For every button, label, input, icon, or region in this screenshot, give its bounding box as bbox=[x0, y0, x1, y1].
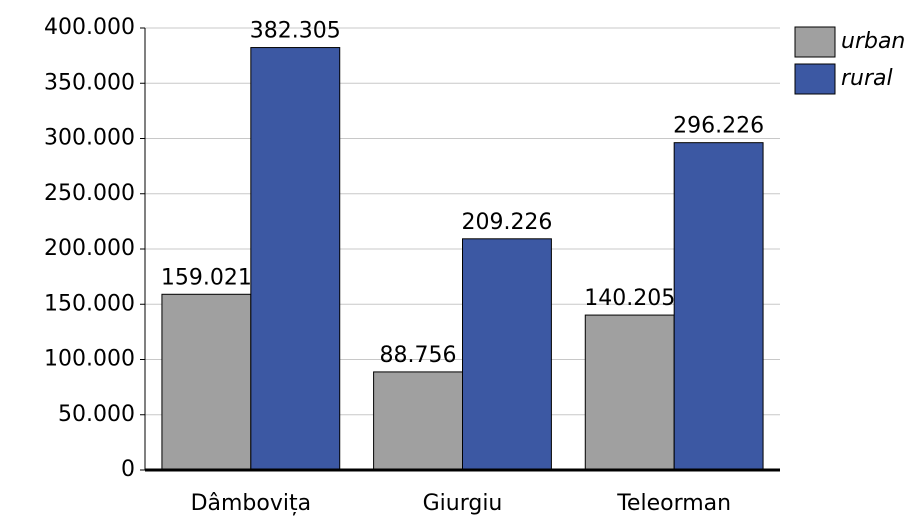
y-tick-label: 100.000 bbox=[44, 347, 135, 372]
value-label: 209.226 bbox=[461, 210, 552, 235]
value-label: 159.021 bbox=[161, 265, 252, 290]
bar bbox=[673, 142, 764, 471]
legend-text: urban bbox=[841, 29, 905, 54]
legend-swatch bbox=[794, 26, 836, 58]
value-label: 140.205 bbox=[584, 286, 675, 311]
bar bbox=[250, 47, 341, 471]
bar bbox=[161, 293, 252, 471]
y-tick-label: 150.000 bbox=[44, 291, 135, 316]
x-tick-label: Dâmbovița bbox=[191, 491, 312, 516]
y-tick-label: 200.000 bbox=[44, 236, 135, 261]
y-tick-label: 250.000 bbox=[44, 181, 135, 206]
legend-swatch bbox=[794, 63, 836, 95]
value-label: 296.226 bbox=[673, 114, 764, 139]
bar bbox=[584, 314, 675, 471]
y-tick-label: 300.000 bbox=[44, 126, 135, 151]
legend-text: rural bbox=[841, 66, 893, 91]
y-tick-label: 350.000 bbox=[44, 70, 135, 95]
bar bbox=[462, 238, 552, 471]
value-label: 382.305 bbox=[250, 19, 341, 44]
x-tick-label: Giurgiu bbox=[423, 491, 503, 516]
value-label: 88.756 bbox=[380, 343, 457, 368]
x-tick-label: Teleorman bbox=[616, 491, 731, 516]
y-tick-label: 400.000 bbox=[44, 15, 135, 40]
bar bbox=[373, 371, 464, 471]
y-tick-label: 0 bbox=[121, 457, 135, 482]
y-tick-label: 50.000 bbox=[58, 402, 135, 427]
